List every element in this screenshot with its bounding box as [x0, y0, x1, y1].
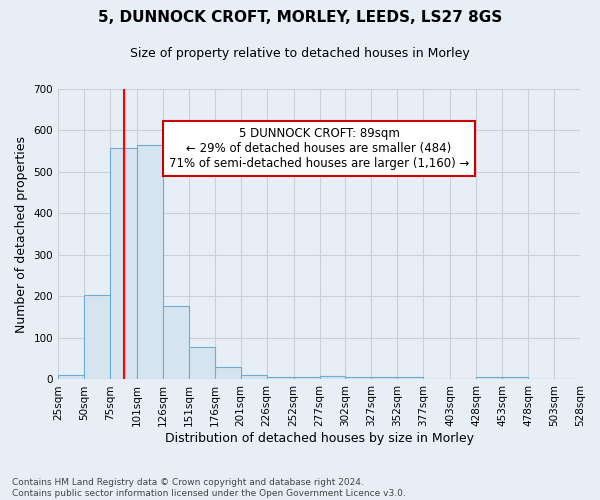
Bar: [266, 377, 293, 380]
X-axis label: Distribution of detached houses by size in Morley: Distribution of detached houses by size …: [164, 432, 473, 445]
Text: 5, DUNNOCK CROFT, MORLEY, LEEDS, LS27 8GS: 5, DUNNOCK CROFT, MORLEY, LEEDS, LS27 8G…: [98, 10, 502, 25]
Y-axis label: Number of detached properties: Number of detached properties: [15, 136, 28, 332]
Bar: [320, 376, 346, 380]
Bar: [371, 377, 397, 380]
Bar: [241, 375, 266, 380]
Bar: [346, 377, 371, 380]
Bar: [58, 376, 84, 380]
Bar: [137, 145, 163, 380]
Bar: [84, 295, 110, 380]
Bar: [502, 377, 528, 380]
Bar: [163, 306, 189, 380]
Bar: [110, 148, 137, 380]
Bar: [293, 377, 320, 380]
Bar: [215, 368, 241, 380]
Text: Contains HM Land Registry data © Crown copyright and database right 2024.
Contai: Contains HM Land Registry data © Crown c…: [12, 478, 406, 498]
Bar: [397, 378, 424, 380]
Bar: [189, 346, 215, 380]
Bar: [476, 378, 502, 380]
Text: 5 DUNNOCK CROFT: 89sqm
← 29% of detached houses are smaller (484)
71% of semi-de: 5 DUNNOCK CROFT: 89sqm ← 29% of detached…: [169, 127, 469, 170]
Text: Size of property relative to detached houses in Morley: Size of property relative to detached ho…: [130, 48, 470, 60]
